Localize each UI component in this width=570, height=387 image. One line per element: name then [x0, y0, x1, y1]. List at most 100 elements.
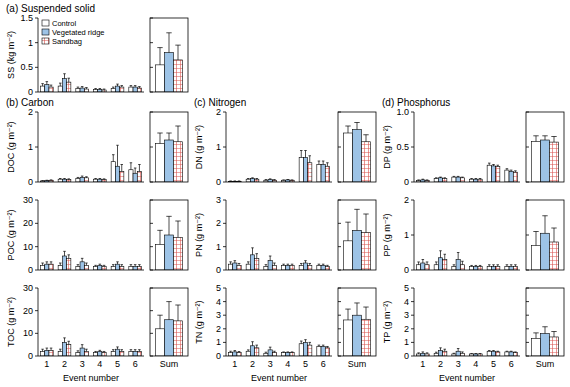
- sum-bar: [174, 237, 183, 270]
- y-tick: [35, 333, 38, 334]
- bar: [474, 179, 478, 182]
- error-bar: [354, 303, 359, 315]
- y-tick-label: 0.5: [396, 142, 409, 152]
- y-tick: [35, 67, 38, 68]
- event-bars: [228, 151, 329, 183]
- event-bars: [40, 251, 141, 270]
- y-tick-label: 0: [28, 265, 33, 275]
- error-bar: [63, 178, 66, 180]
- error-bar: [251, 342, 254, 346]
- bar: [84, 265, 88, 270]
- error-bar: [496, 351, 499, 353]
- sum-bar: [541, 233, 550, 270]
- error-bar: [304, 151, 307, 158]
- error-bar: [112, 350, 115, 352]
- bar: [133, 267, 137, 271]
- bar: [438, 178, 442, 182]
- bar: [58, 351, 62, 356]
- panel: (a) Suspended solidSS (kg m⁻²)00.511.5Co…: [6, 3, 188, 97]
- y-tick-label: 2: [404, 195, 409, 205]
- y-tick: [223, 246, 226, 247]
- error-bar: [112, 155, 115, 162]
- y-label: POC (g m⁻²): [6, 210, 16, 261]
- y-tick-label: 1: [28, 142, 33, 152]
- y-tick: [35, 112, 38, 113]
- error-bar: [59, 83, 62, 86]
- bar: [98, 179, 102, 182]
- error-bar: [345, 126, 350, 133]
- y-tick: [411, 200, 414, 201]
- bar: [434, 179, 438, 183]
- error-bar: [94, 178, 97, 180]
- error-bar: [247, 178, 250, 180]
- bar: [317, 165, 321, 183]
- error-bar: [439, 177, 442, 179]
- y-tick: [411, 356, 414, 357]
- error-bar: [287, 264, 290, 265]
- error-bar: [234, 351, 237, 352]
- x-tick-label: 2: [62, 359, 67, 369]
- y-tick-label: 5: [404, 283, 409, 293]
- y-tick: [35, 310, 38, 311]
- bar: [456, 177, 460, 182]
- error-bar: [77, 351, 80, 353]
- bar: [286, 353, 290, 356]
- bar: [133, 87, 137, 92]
- error-bar: [470, 178, 473, 180]
- bar: [115, 264, 119, 270]
- y-axis: [414, 200, 415, 270]
- legend-label: Sandbag: [52, 37, 82, 46]
- bar: [325, 166, 329, 182]
- x-tick-label: 2: [438, 359, 443, 369]
- error-bar: [318, 161, 321, 165]
- y-tick-label: 0: [28, 177, 33, 187]
- error-bar: [291, 179, 294, 180]
- error-bar: [229, 351, 232, 352]
- y-tick-label: 1: [404, 230, 409, 240]
- y-label: TOC (g m⁻²): [6, 297, 16, 347]
- error-bar: [103, 351, 106, 352]
- y-tick: [223, 301, 226, 302]
- error-bar: [46, 348, 49, 350]
- error-bar: [475, 353, 478, 354]
- error-bar: [488, 265, 491, 267]
- bar: [129, 267, 133, 271]
- bar: [509, 352, 513, 356]
- x-tick-label: 6: [509, 359, 514, 369]
- bar: [268, 350, 272, 356]
- bar: [98, 351, 102, 356]
- error-bar: [304, 340, 307, 343]
- panel: PN (g m⁻²)0123: [194, 195, 376, 275]
- error-bar: [273, 179, 276, 181]
- error-bar: [496, 165, 499, 166]
- y-tick-label: 0: [216, 351, 221, 361]
- bar: [416, 265, 420, 270]
- y-tick-label: 2: [404, 324, 409, 334]
- error-bar: [116, 262, 119, 264]
- error-bar: [157, 133, 162, 144]
- bar: [137, 172, 141, 183]
- bar: [84, 351, 88, 356]
- event-bars: [40, 145, 141, 182]
- bar: [303, 342, 307, 356]
- error-bar: [479, 353, 482, 354]
- bar: [137, 88, 141, 92]
- bar: [513, 353, 517, 356]
- error-bar: [475, 178, 478, 180]
- error-bar: [67, 341, 70, 344]
- bar: [133, 351, 137, 356]
- sum-bar: [165, 53, 174, 92]
- y-label: DN (g m⁻²): [194, 125, 204, 169]
- bar: [272, 353, 276, 356]
- y-tick-label: 20: [23, 306, 33, 316]
- bar: [93, 353, 97, 356]
- y-tick: [338, 147, 341, 148]
- error-bar: [453, 353, 456, 355]
- sum-bar: [362, 142, 371, 182]
- error-bar: [67, 178, 70, 180]
- bar: [425, 265, 429, 270]
- sum-frame: [526, 112, 564, 182]
- x-tick-label: 5: [115, 359, 120, 369]
- error-bar: [282, 179, 285, 180]
- sum-bars: [532, 327, 559, 356]
